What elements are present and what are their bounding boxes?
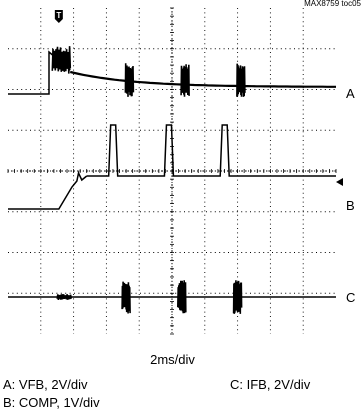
- trace-a-burst-3: [236, 63, 246, 97]
- caption-channel-a: A: VFB, 2V/div: [3, 377, 88, 392]
- graticule: [7, 7, 337, 335]
- trigger-level-arrow-icon: [336, 178, 343, 186]
- trigger-marker-icon: [54, 10, 63, 23]
- trace-a-startup-burst: [51, 46, 72, 74]
- trace-c-startup-burst: [56, 294, 72, 300]
- channel-label-b: B: [346, 198, 355, 213]
- timebase-label: 2ms/div: [150, 352, 195, 367]
- trace-c-burst-3: [232, 280, 243, 314]
- channel-label-a: A: [346, 86, 355, 101]
- trace-b-ramp: [8, 170, 88, 210]
- trace-a-decay: [70, 70, 336, 88]
- trace-b-pulses: [86, 124, 336, 177]
- caption-channel-c: C: IFB, 2V/div: [230, 377, 311, 392]
- trace-a-burst-2: [180, 64, 190, 97]
- trace-c-burst-1: [121, 281, 131, 314]
- markers: T: [54, 10, 343, 186]
- trace-a-burst-1: [124, 63, 135, 97]
- trace-c-burst-2: [177, 280, 187, 314]
- caption-channel-b: B: COMP, 1V/div: [3, 395, 100, 410]
- channel-label-c: C: [346, 290, 356, 305]
- trigger-marker-label: T: [56, 11, 61, 20]
- figure-id: MAX8759 toc05: [304, 0, 361, 8]
- waveform-traces: [8, 46, 336, 314]
